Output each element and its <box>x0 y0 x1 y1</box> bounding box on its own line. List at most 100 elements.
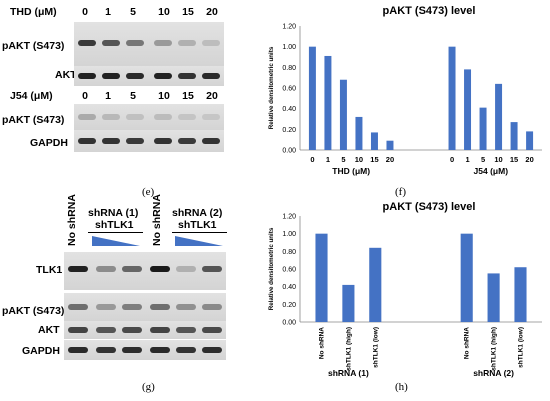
group-axis-label: shRNA (2) <box>473 368 514 378</box>
bar <box>386 140 394 150</box>
bar <box>510 122 518 150</box>
blot-row-label: pAKT (S473) <box>2 305 65 317</box>
y-tick-label: 0.00 <box>282 148 296 155</box>
dose-label: 0 <box>82 6 88 18</box>
dose-label: 1 <box>105 6 111 18</box>
blot-row-label: GAPDH <box>22 345 60 357</box>
thd-dose-label: THD (μM) <box>10 6 57 18</box>
group-label: shRNA (1) <box>88 207 139 219</box>
x-tick-label: 10 <box>494 155 502 164</box>
y-tick-label: 1.20 <box>282 214 296 221</box>
bar <box>324 55 332 150</box>
bar <box>487 273 500 322</box>
blot-row-label: AKT <box>38 324 60 336</box>
group-label: shTLK1 <box>178 219 217 231</box>
dose-label: 5 <box>130 90 136 102</box>
y-tick-label: 0.60 <box>282 86 296 93</box>
blot-row-label: pAKT (S473) <box>2 114 65 126</box>
y-tick-label: 0.00 <box>282 320 296 327</box>
group-axis-label: shRNA (1) <box>328 368 369 378</box>
blot-pakt-j54 <box>74 104 224 130</box>
y-tick-label: 0.40 <box>282 106 296 113</box>
blot-row-label: pAKT (S473) <box>2 40 65 52</box>
bar <box>479 107 487 150</box>
chart-h: pAKT (S473) level Relative densitometric … <box>268 201 542 378</box>
bar <box>342 284 355 322</box>
panel-label-h: (h) <box>395 381 408 393</box>
lane-label: No shRNA <box>151 194 163 246</box>
dose-label: 10 <box>158 6 170 18</box>
chart-title: pAKT (S473) level <box>383 5 476 17</box>
bar <box>315 233 328 322</box>
chart-f: pAKT (S473) level Relative densitometric … <box>268 5 542 176</box>
y-axis-label: Relative densitometric units <box>268 46 275 129</box>
dose-label: 10 <box>158 90 170 102</box>
x-tick-label: 5 <box>341 155 345 164</box>
blot-gapdh-g <box>64 340 226 360</box>
bar <box>355 116 363 150</box>
y-axis-label: Relative densitometric units <box>268 227 275 310</box>
bar <box>495 83 503 150</box>
gradient-wedge <box>92 236 140 246</box>
dose-label: 5 <box>130 6 136 18</box>
dose-label: 20 <box>206 6 218 18</box>
panel-label-g: (g) <box>142 381 155 393</box>
blot-gapdh-e <box>74 130 224 152</box>
x-tick-label: shTLK1 (low) <box>372 327 379 368</box>
j54-dose-label: J54 (μM) <box>10 90 53 102</box>
gradient-wedge <box>175 236 223 246</box>
group-underline <box>172 232 227 233</box>
panel-label-f: (f) <box>395 186 406 198</box>
bar <box>460 233 473 322</box>
bar <box>308 46 316 150</box>
x-tick-label: 0 <box>310 155 314 164</box>
blot-akt-g <box>64 321 226 339</box>
bar <box>370 132 378 150</box>
group-label: shTLK1 <box>95 219 134 231</box>
y-tick-label: 0.60 <box>282 267 296 274</box>
bar <box>448 46 456 150</box>
dose-label: 0 <box>82 90 88 102</box>
blot-row-label: AKT <box>55 69 77 81</box>
bar <box>514 267 527 322</box>
y-tick-label: 1.20 <box>282 24 296 31</box>
blot-row-label: TLK1 <box>36 264 63 276</box>
y-tick-label: 0.40 <box>282 284 296 291</box>
bar <box>464 69 472 150</box>
x-tick-label: 15 <box>370 155 378 164</box>
x-tick-label: 5 <box>481 155 485 164</box>
dose-label: 1 <box>105 90 111 102</box>
panel-label-e: (e) <box>142 186 155 198</box>
chart-title: pAKT (S473) level <box>383 201 476 213</box>
y-tick-label: 0.20 <box>282 302 296 309</box>
dose-label: 20 <box>206 90 218 102</box>
bar <box>526 131 534 150</box>
y-tick-label: 1.00 <box>282 44 296 51</box>
blot-pakt-thd <box>74 22 224 66</box>
bar <box>339 79 347 150</box>
dose-label: 15 <box>182 6 194 18</box>
x-tick-label: 1 <box>326 155 330 164</box>
x-tick-label: 0 <box>450 155 454 164</box>
x-tick-label: No shRNA <box>464 327 471 359</box>
blot-tlk1 <box>64 252 226 290</box>
x-tick-label: 20 <box>525 155 533 164</box>
blot-row-label: GAPDH <box>30 137 68 149</box>
x-tick-label: 15 <box>510 155 518 164</box>
dose-label: 15 <box>182 90 194 102</box>
x-tick-label: shTLK1 (high) <box>345 327 352 371</box>
group-axis-label: THD (μM) <box>332 166 370 176</box>
x-tick-label: No shRNA <box>319 327 326 359</box>
blot-akt-thd <box>74 66 224 86</box>
x-tick-label: 10 <box>355 155 363 164</box>
group-axis-label: J54 (μM) <box>474 166 509 176</box>
x-tick-label: 20 <box>386 155 394 164</box>
group-label: shRNA (2) <box>172 207 223 219</box>
bar <box>369 247 382 322</box>
y-tick-label: 1.00 <box>282 231 296 238</box>
group-underline <box>88 232 143 233</box>
lane-label: No shRNA <box>66 194 78 246</box>
x-tick-label: shTLK1 (low) <box>517 327 524 368</box>
y-tick-label: 0.80 <box>282 65 296 72</box>
x-tick-label: 1 <box>465 155 469 164</box>
